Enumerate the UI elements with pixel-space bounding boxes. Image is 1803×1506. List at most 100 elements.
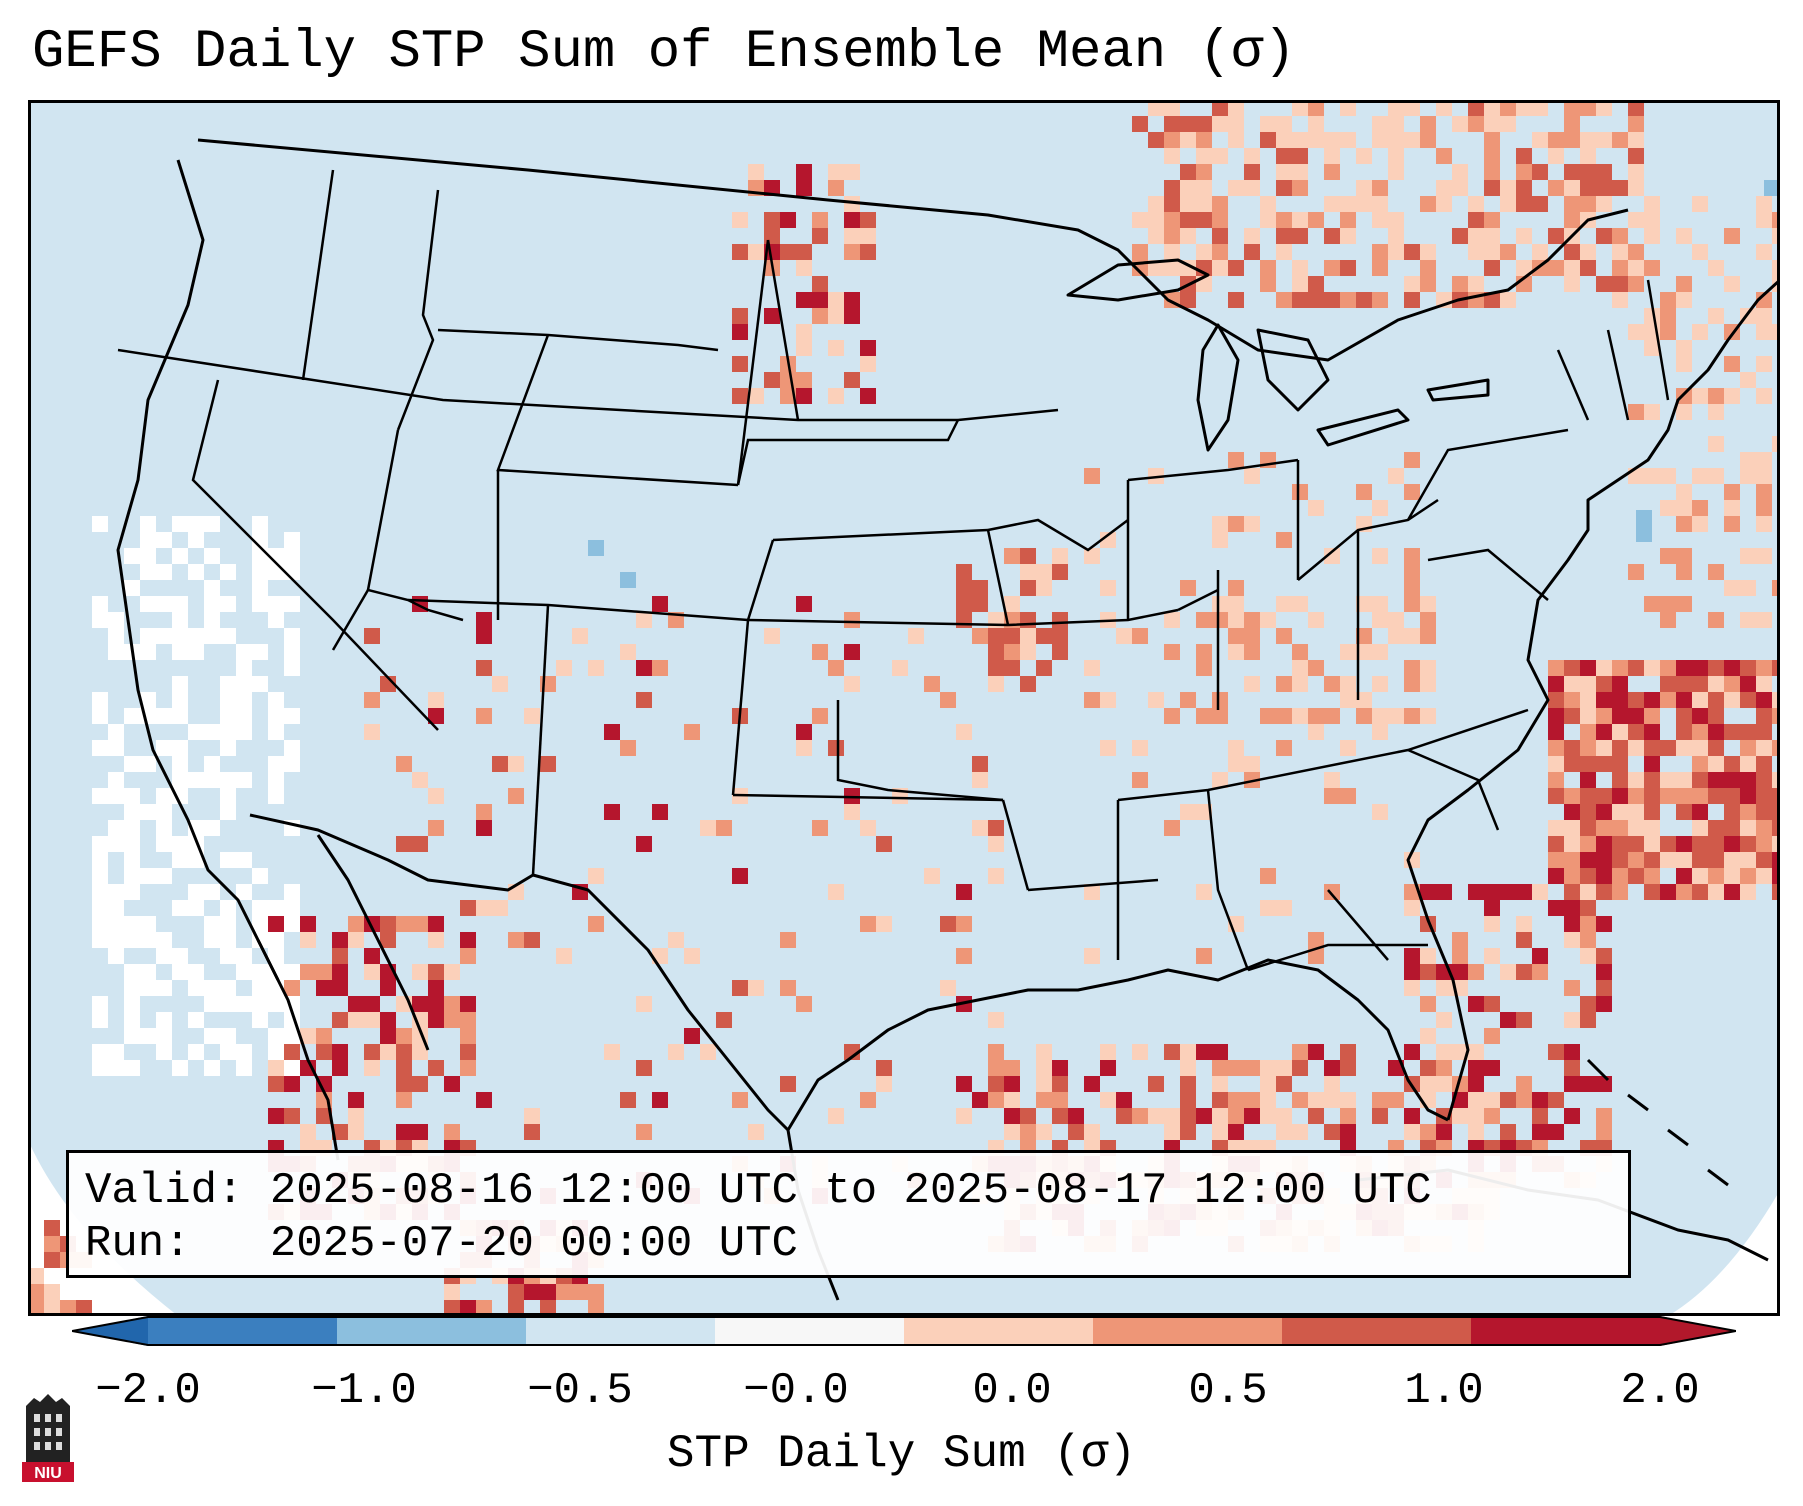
stp-cell	[108, 772, 124, 788]
stp-cell	[140, 756, 156, 772]
stp-cell	[1756, 468, 1772, 484]
stp-cell	[1500, 964, 1516, 980]
stp-cell	[1516, 884, 1532, 900]
stp-cell	[1212, 1108, 1228, 1124]
stp-cell	[108, 1060, 124, 1076]
stp-cell	[988, 628, 1004, 644]
stp-cell	[156, 836, 172, 852]
stp-cell	[1228, 740, 1244, 756]
stp-cell	[1308, 932, 1324, 948]
stp-cell	[956, 916, 972, 932]
stp-cell	[1564, 708, 1580, 724]
stp-cell	[1628, 788, 1644, 804]
stp-cell	[1724, 228, 1740, 244]
stp-cell	[1724, 484, 1740, 500]
stp-cell	[1308, 132, 1324, 148]
stp-cell	[1756, 244, 1772, 260]
stp-cell	[156, 532, 172, 548]
stp-cell	[492, 756, 508, 772]
stp-cell	[1548, 740, 1564, 756]
stp-cell	[1228, 292, 1244, 308]
stp-cell	[140, 644, 156, 660]
stp-cell	[188, 516, 204, 532]
stp-cell	[1628, 116, 1644, 132]
stp-cell	[476, 820, 492, 836]
stp-cell	[1612, 180, 1628, 196]
stp-cell	[1180, 212, 1196, 228]
stp-cell	[1212, 772, 1228, 788]
stp-cell	[252, 868, 268, 884]
stp-cell	[140, 868, 156, 884]
stp-cell	[540, 1300, 556, 1316]
stp-cell	[1132, 772, 1148, 788]
stp-cell	[172, 692, 188, 708]
stp-cell	[828, 340, 844, 356]
stp-cell	[1356, 292, 1372, 308]
stp-cell	[1612, 132, 1628, 148]
stp-cell	[1756, 756, 1772, 772]
stp-cell	[844, 1044, 860, 1060]
stp-cell	[220, 932, 236, 948]
stp-cell	[364, 1060, 380, 1076]
stp-cell	[1724, 692, 1740, 708]
stp-cell	[1644, 308, 1660, 324]
stp-cell	[1484, 996, 1500, 1012]
stp-cell	[268, 900, 284, 916]
stp-cell	[1708, 836, 1724, 852]
stp-cell	[332, 948, 348, 964]
stp-cell	[1580, 884, 1596, 900]
stp-cell	[1084, 660, 1100, 676]
stp-cell	[1420, 612, 1436, 628]
stp-cell	[1468, 964, 1484, 980]
stp-cell	[1548, 676, 1564, 692]
stp-cell	[124, 708, 140, 724]
stp-cell	[1164, 820, 1180, 836]
stp-cell	[1276, 212, 1292, 228]
stp-cell	[1468, 1092, 1484, 1108]
stp-cell	[284, 756, 300, 772]
stp-cell	[1292, 100, 1308, 116]
stp-cell	[364, 1044, 380, 1060]
stp-cell	[1404, 708, 1420, 724]
stp-cell	[1708, 788, 1724, 804]
stp-cell	[1372, 708, 1388, 724]
stp-cell	[1756, 196, 1772, 212]
stp-cell	[780, 980, 796, 996]
stp-cell	[1420, 196, 1436, 212]
stp-cell	[1644, 692, 1660, 708]
stp-cell	[1612, 820, 1628, 836]
stp-cell	[1756, 548, 1772, 564]
stp-cell	[1612, 276, 1628, 292]
stp-cell	[1532, 1092, 1548, 1108]
stp-cell	[1532, 884, 1548, 900]
stp-cell	[828, 308, 844, 324]
stp-cell	[1244, 244, 1260, 260]
stp-cell	[156, 1012, 172, 1028]
stp-cell	[1628, 100, 1644, 116]
stp-cell	[1564, 180, 1580, 196]
stp-cell	[1708, 468, 1724, 484]
stp-cell	[1708, 708, 1724, 724]
stp-cell	[1500, 180, 1516, 196]
stp-cell	[1484, 884, 1500, 900]
stp-cell	[1676, 788, 1692, 804]
stp-cell	[1772, 836, 1780, 852]
stp-cell	[1548, 836, 1564, 852]
stp-cell	[1692, 468, 1708, 484]
stp-cell	[284, 900, 300, 916]
stp-cell	[1308, 100, 1324, 116]
stp-cell	[796, 260, 812, 276]
stp-cell	[860, 388, 876, 404]
stp-cell	[1420, 884, 1436, 900]
stp-cell	[1756, 356, 1772, 372]
stp-cell	[1180, 196, 1196, 212]
stp-cell	[1452, 1108, 1468, 1124]
stp-cell	[1228, 116, 1244, 132]
stp-cell	[988, 1044, 1004, 1060]
stp-cell	[988, 1060, 1004, 1076]
stp-cell	[1436, 980, 1452, 996]
stp-cell	[1740, 452, 1756, 468]
stp-cell	[1212, 228, 1228, 244]
stp-cell	[1564, 1044, 1580, 1060]
stp-cell	[1180, 1060, 1196, 1076]
